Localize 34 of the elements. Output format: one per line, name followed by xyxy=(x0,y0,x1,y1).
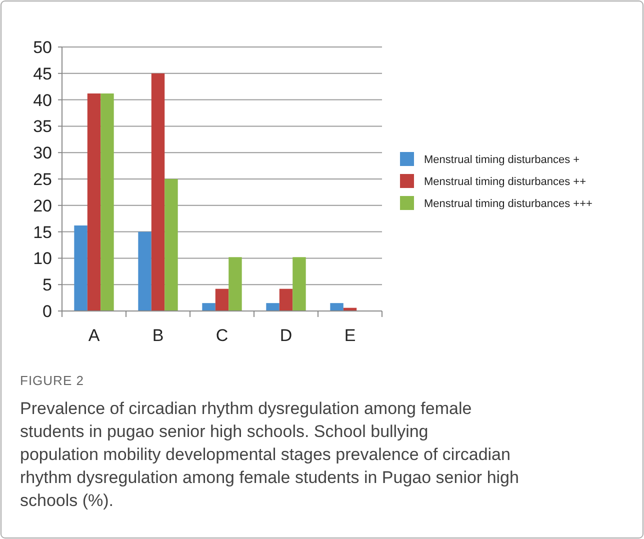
bar xyxy=(202,303,216,311)
x-tick-label: C xyxy=(216,326,228,345)
bar xyxy=(330,303,344,311)
legend-label: Menstrual timing disturbances + xyxy=(424,154,580,166)
y-tick-label: 50 xyxy=(33,38,52,57)
y-tick-label: 20 xyxy=(33,196,52,216)
y-tick-label: 25 xyxy=(33,170,52,189)
bar xyxy=(164,179,178,311)
bar xyxy=(292,257,306,311)
x-tick-label: A xyxy=(88,326,100,345)
bar xyxy=(74,225,88,311)
y-tick-label: 15 xyxy=(33,222,52,242)
bar xyxy=(100,93,114,311)
y-tick-label: 35 xyxy=(33,117,52,136)
bar xyxy=(151,73,165,311)
x-tick-label: B xyxy=(152,326,164,345)
y-tick-label: 0 xyxy=(42,302,52,321)
bar xyxy=(279,288,293,311)
y-tick-label: 40 xyxy=(33,90,52,110)
bar xyxy=(87,93,101,311)
y-tick-label: 30 xyxy=(33,144,52,163)
y-tick-label: 45 xyxy=(33,64,52,84)
bar xyxy=(266,303,280,311)
y-tick-label: 10 xyxy=(33,249,52,268)
bar xyxy=(228,257,242,311)
legend-label: Menstrual timing disturbances +++ xyxy=(424,198,592,210)
text: Prevalence of circadian rhythm dysregulation among female students in pugao senior high schools. School bullying population mobility developmental stages prevalence of circadian rhythm dysregulation among female students in Pugao senior high schools (%). xyxy=(20,399,519,510)
bar xyxy=(138,232,152,311)
text: FIGURE 2 xyxy=(20,373,84,388)
legend-label: Menstrual timing disturbances ++ xyxy=(424,176,586,188)
x-tick-label: E xyxy=(344,326,356,345)
y-tick-label: 5 xyxy=(42,276,52,295)
x-tick-label: D xyxy=(280,326,292,345)
bar xyxy=(215,288,229,311)
